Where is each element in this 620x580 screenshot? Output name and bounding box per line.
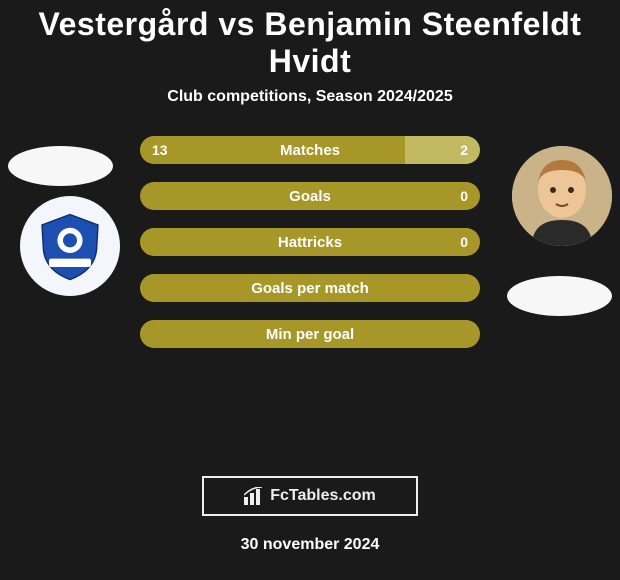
stat-bar: Min per goal (140, 320, 480, 348)
stat-right-value: 0 (463, 182, 480, 210)
stat-bars: 132Matches 0Goals 0Hattricks Goals per matc… (140, 136, 480, 366)
stat-left-value (140, 228, 463, 256)
comparison-card: Vestergård vs Benjamin Steenfeldt Hvidt … (0, 0, 620, 554)
player-right-blank-oval (507, 276, 612, 316)
shield-icon (35, 211, 105, 281)
player-left-blank-oval (8, 146, 113, 186)
stat-left-value (140, 274, 480, 302)
stat-right-value: 2 (405, 136, 480, 164)
date-label: 30 november 2024 (0, 536, 620, 554)
stat-left-value (140, 182, 463, 210)
person-icon (512, 146, 612, 246)
player-left-club-badge (20, 196, 120, 296)
stat-bar: 0Goals (140, 182, 480, 210)
page-title: Vestergård vs Benjamin Steenfeldt Hvidt (0, 6, 620, 80)
stat-right-value: 0 (463, 228, 480, 256)
page-subtitle: Club competitions, Season 2024/2025 (0, 88, 620, 106)
stat-left-value: 13 (140, 136, 405, 164)
brand-label: FcTables.com (270, 487, 376, 505)
stat-bar: 132Matches (140, 136, 480, 164)
stat-bar: 0Hattricks (140, 228, 480, 256)
player-right-photo (512, 146, 612, 246)
brand-box[interactable]: FcTables.com (202, 476, 418, 516)
stat-bar: Goals per match (140, 274, 480, 302)
bar-chart-icon (244, 487, 264, 505)
stat-left-value (140, 320, 480, 348)
stats-area: 132Matches 0Goals 0Hattricks Goals per matc… (0, 136, 620, 476)
